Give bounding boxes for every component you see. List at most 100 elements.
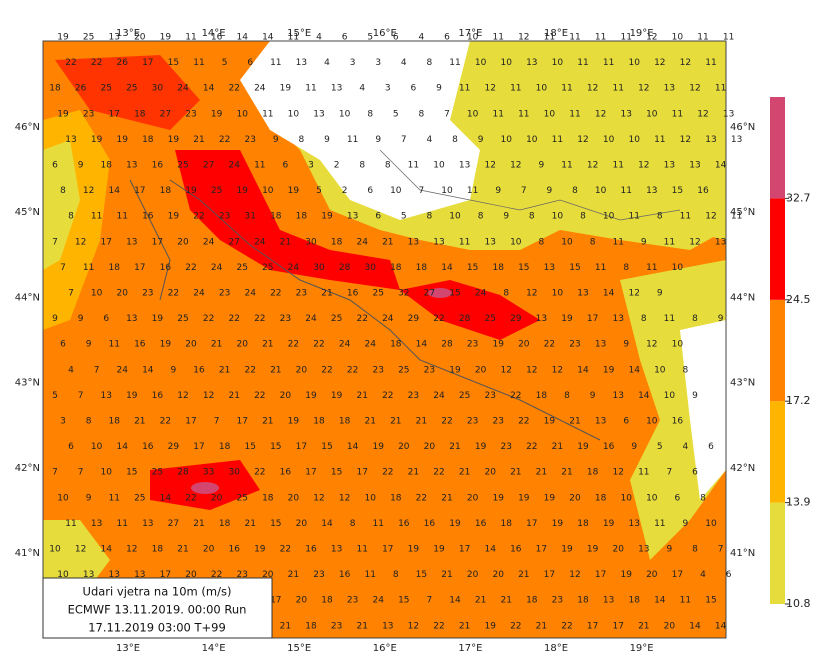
- grid-value: 15: [331, 468, 342, 478]
- lat-label-left: 46°N: [15, 122, 40, 133]
- grid-value: 13: [83, 570, 94, 580]
- grid-value: 12: [646, 33, 657, 43]
- grid-value: 17: [356, 468, 367, 478]
- grid-value: 21: [510, 468, 521, 478]
- grid-value: 22: [526, 442, 537, 452]
- grid-value: 11: [612, 84, 623, 94]
- grid-value: 11: [680, 212, 691, 222]
- grid-value: 19: [544, 417, 556, 427]
- grid-value: 21: [561, 468, 572, 478]
- grid-value: 13: [459, 161, 470, 171]
- grid-value: 15: [569, 263, 580, 273]
- grid-value: 10: [100, 468, 112, 478]
- grid-value: 19: [331, 391, 343, 401]
- field-pink: [191, 482, 219, 494]
- grid-value: 19: [603, 519, 615, 529]
- grid-value: 13: [536, 314, 547, 324]
- grid-value: 10: [510, 237, 522, 247]
- grid-value: 17: [305, 468, 316, 478]
- grid-value: 6: [283, 161, 289, 171]
- grid-value: 14: [628, 365, 640, 375]
- grid-value: 11: [620, 33, 631, 43]
- grid-value: 11: [510, 84, 521, 94]
- grid-value: 15: [449, 289, 460, 299]
- grid-value: 10: [288, 109, 300, 119]
- grid-value: 19: [91, 135, 103, 145]
- grid-value: 11: [185, 33, 196, 43]
- grid-value: 20: [612, 545, 624, 555]
- grid-value: 11: [108, 340, 119, 350]
- grid-value: 11: [449, 58, 460, 68]
- grid-value: 14: [449, 596, 461, 606]
- grid-value: 9: [375, 135, 381, 145]
- grid-value: 21: [569, 417, 580, 427]
- grid-value: 14: [638, 391, 650, 401]
- grid-value: 19: [236, 186, 248, 196]
- grid-value: 24: [356, 237, 368, 247]
- grid-value: 23: [142, 289, 153, 299]
- grid-value: 21: [356, 621, 367, 631]
- grid-value: 18: [390, 340, 402, 350]
- grid-value: 25: [152, 468, 163, 478]
- grid-value: 20: [467, 493, 479, 503]
- grid-value: 13: [126, 314, 137, 324]
- grid-value: 18: [160, 186, 172, 196]
- grid-value: 13: [723, 109, 734, 119]
- grid-value: 3: [308, 161, 314, 171]
- lon-label-bottom: 13°E: [116, 643, 140, 654]
- grid-value: 19: [254, 545, 266, 555]
- grid-value: 9: [478, 135, 484, 145]
- field-red: [175, 150, 400, 290]
- grid-value: 6: [367, 186, 373, 196]
- grid-value: 22: [313, 340, 324, 350]
- lat-label-right: 46°N: [730, 122, 755, 133]
- grid-value: 6: [708, 442, 714, 452]
- grid-value: 25: [331, 314, 342, 324]
- grid-value: 8: [299, 135, 305, 145]
- grid-value: 21: [356, 391, 367, 401]
- grid-value: 7: [60, 263, 66, 273]
- grid-value: 22: [254, 468, 265, 478]
- grid-value: 13: [664, 161, 675, 171]
- grid-value: 4: [683, 442, 689, 452]
- grid-value: 17: [185, 417, 196, 427]
- grid-value: 10: [91, 289, 103, 299]
- grid-value: 11: [612, 161, 623, 171]
- grid-value: 13: [577, 289, 588, 299]
- grid-value: 21: [321, 289, 332, 299]
- grid-value: 18: [296, 212, 308, 222]
- grid-value: 13: [612, 391, 623, 401]
- grid-value: 7: [78, 468, 84, 478]
- grid-value: 14: [484, 545, 496, 555]
- grid-value: 12: [689, 237, 700, 247]
- grid-value: 9: [436, 84, 442, 94]
- grid-value: 8: [427, 212, 433, 222]
- lat-label-right: 43°N: [730, 378, 755, 389]
- grid-labels: 19 25 13 20 19 11 16 14 14 11 4 6 5 6 4 6 10 11 12 11 11 11 11…: [49, 33, 742, 632]
- grid-value: 22: [91, 58, 102, 68]
- grid-value: 20: [280, 391, 292, 401]
- grid-value: 18: [526, 596, 538, 606]
- grid-value: 15: [321, 442, 332, 452]
- grid-value: 25: [236, 493, 247, 503]
- grid-value: 14: [654, 596, 666, 606]
- grid-value: 8: [60, 186, 66, 196]
- grid-value: 17: [160, 570, 171, 580]
- grid-value: 30: [364, 263, 376, 273]
- grid-value: 16: [193, 365, 205, 375]
- grid-value: 9: [78, 161, 84, 171]
- grid-value: 11: [595, 263, 606, 273]
- grid-value: 21: [228, 391, 239, 401]
- grid-value: 25: [134, 493, 145, 503]
- grid-value: 22: [219, 135, 230, 145]
- grid-value: 24: [254, 237, 266, 247]
- grid-value: 30: [313, 263, 325, 273]
- grid-value: 18: [390, 263, 402, 273]
- grid-value: 10: [467, 33, 479, 43]
- grid-value: 19: [620, 570, 632, 580]
- grid-value: 11: [612, 237, 623, 247]
- grid-value: 10: [449, 212, 461, 222]
- grid-value: 24: [244, 289, 256, 299]
- grid-value: 14: [689, 621, 701, 631]
